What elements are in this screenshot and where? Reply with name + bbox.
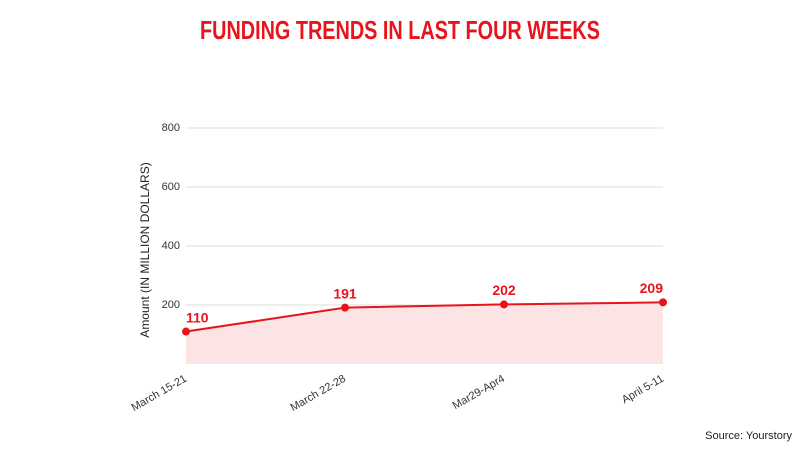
y-tick-label: 800: [162, 122, 180, 134]
x-tick-label: March 22-28: [288, 373, 347, 414]
line: [185, 301, 664, 333]
area: [186, 302, 663, 364]
y-tick-label: 600: [162, 181, 180, 193]
y-tick-label: 200: [162, 299, 180, 311]
chart-title: FUNDING TRENDS IN LAST FOUR WEEKS: [200, 15, 600, 45]
source: Source: Yourstory: [705, 430, 792, 442]
data-label: 110: [186, 309, 209, 325]
x-tick-label: Mar29-Apr4: [451, 373, 507, 412]
data-label: 191: [333, 285, 357, 301]
data-label: 209: [640, 280, 664, 296]
point: [341, 303, 349, 312]
point: [182, 327, 190, 336]
point: [500, 300, 508, 309]
x-tick-label: March 15-21: [129, 373, 188, 414]
data-label: 202: [492, 282, 516, 298]
point: [659, 298, 667, 307]
y-axis-label: Amount (IN MILLION DOLLARS): [138, 162, 152, 337]
y-tick-label: 400: [162, 240, 180, 252]
x-tick-label: April 5-11: [620, 373, 666, 407]
